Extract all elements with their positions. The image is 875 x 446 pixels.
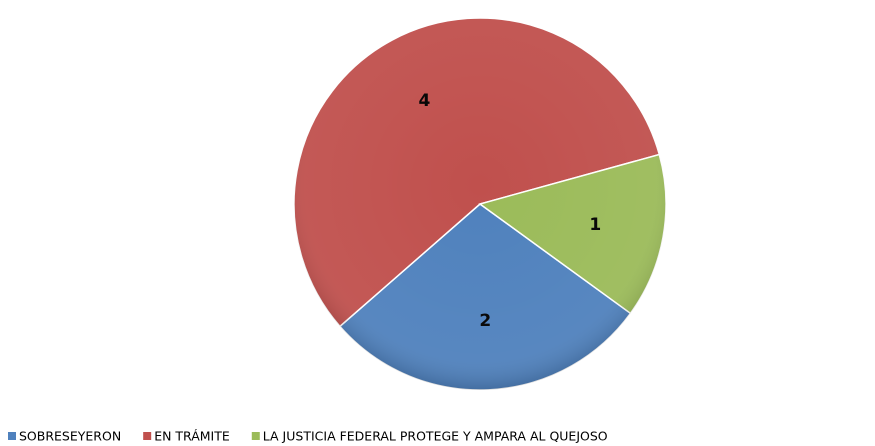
legend-label: LA JUSTICIA FEDERAL PROTEGE Y AMPARA AL … [263, 429, 608, 444]
data-label: 4 [419, 91, 431, 111]
legend-swatch [8, 432, 16, 440]
legend-swatch [143, 432, 152, 440]
data-label: 2 [479, 311, 491, 331]
data-label: 1 [589, 215, 601, 235]
legend-label: EN TRÁMITE [154, 429, 230, 444]
legend-swatch [251, 432, 260, 440]
legend-label: SOBRESEYERON [19, 429, 121, 444]
